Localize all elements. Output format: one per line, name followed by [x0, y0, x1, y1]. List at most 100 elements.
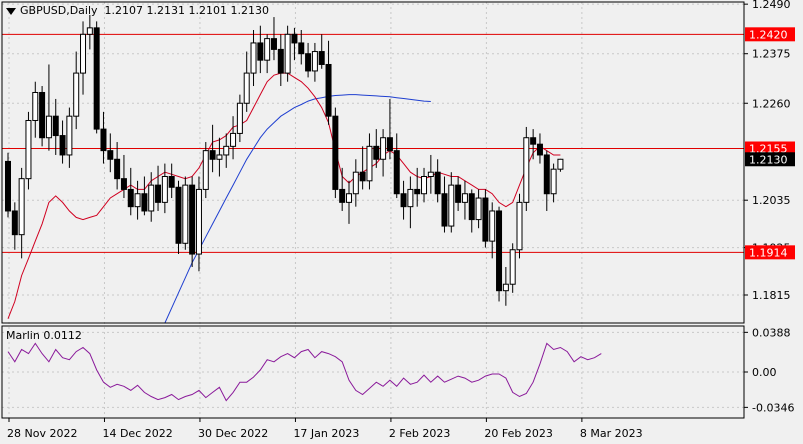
chart-frames — [1, 1, 745, 419]
bull-candle-body — [550, 168, 557, 195]
candle — [59, 120, 66, 164]
candle — [114, 142, 121, 190]
price-tick-label: 1.1815 — [752, 289, 791, 302]
oscillator-line — [7, 342, 602, 402]
bear-candle-body — [482, 197, 489, 242]
candle — [318, 34, 325, 69]
candle — [107, 133, 114, 173]
bull-candle-body — [18, 178, 25, 236]
bull-candle-body — [311, 51, 318, 72]
level-badge — [745, 27, 795, 42]
price-grid — [2, 2, 744, 418]
bear-candle-body — [441, 193, 448, 227]
bear-candle-body — [359, 171, 366, 182]
bear-candle-body — [455, 184, 462, 203]
candle — [182, 176, 189, 250]
bull-candle-body — [250, 42, 257, 74]
bear-candle-body — [305, 53, 312, 72]
bear-candle-body — [257, 42, 264, 61]
candle — [52, 98, 59, 155]
bull-candle-body — [230, 132, 237, 147]
candle — [202, 142, 209, 199]
bear-candle-body — [400, 193, 407, 208]
candle — [189, 176, 196, 267]
candle — [175, 180, 182, 255]
candle — [468, 189, 475, 233]
bear-candle-body — [107, 150, 114, 160]
bull-candle-body — [366, 145, 373, 182]
candle — [543, 150, 550, 211]
bull-candle-body — [461, 193, 468, 203]
candle — [516, 193, 523, 259]
bull-candle-body — [509, 249, 516, 285]
candle — [39, 86, 46, 147]
candle — [243, 51, 250, 112]
candle — [523, 126, 530, 211]
candle — [332, 107, 339, 199]
candle — [393, 133, 400, 199]
bull-candle-body — [523, 137, 530, 203]
price-tick-label: 1.2375 — [752, 48, 791, 61]
bull-candle-body — [557, 158, 564, 170]
time-tick-label: 17 Jan 2023 — [293, 427, 359, 440]
candle — [11, 202, 18, 250]
bull-candle-body — [66, 115, 73, 156]
oscillator-tick-label: 0.0388 — [752, 326, 791, 339]
ohlc-values: 1.2107 1.2131 1.2101 1.2130 — [104, 4, 269, 17]
time-axis: 28 Nov 2022 14 Dec 2022 30 Dec 2022 17 Jan … — [7, 418, 643, 440]
bear-candle-body — [39, 91, 46, 139]
bull-candle-body — [236, 102, 243, 134]
bull-candle-body — [223, 145, 230, 156]
time-tick-label: 2 Feb 2023 — [389, 427, 450, 440]
bear-candle-body — [393, 150, 400, 195]
candle — [414, 167, 421, 207]
bear-candle-body — [5, 160, 11, 212]
bear-candle-body — [468, 193, 475, 221]
bear-candle-body — [318, 51, 325, 65]
bull-candle-body — [352, 171, 359, 195]
bear-candle-body — [325, 63, 332, 117]
fast-ma-line — [7, 72, 561, 319]
candle — [448, 172, 455, 233]
level-badge — [745, 141, 795, 156]
bull-candle-body — [25, 119, 32, 180]
candle — [311, 42, 318, 82]
bull-candle-body — [489, 210, 496, 242]
bear-candle-body — [414, 188, 421, 195]
bear-candle-body — [386, 137, 393, 152]
time-tick-label: 28 Nov 2022 — [7, 427, 77, 440]
bear-candle-body — [291, 33, 298, 44]
bear-candle-body — [543, 154, 550, 195]
candle — [366, 133, 373, 190]
horizontal-levels[interactable] — [2, 33, 744, 253]
bull-candle-body — [134, 193, 141, 208]
candle — [236, 94, 243, 143]
price-tick-label: 1.2260 — [752, 97, 791, 110]
candle — [550, 163, 557, 203]
bear-candle-body — [339, 188, 346, 203]
bear-candle-body — [298, 42, 305, 55]
collapse-triangle-icon[interactable] — [6, 7, 16, 15]
slow-ma-line — [164, 94, 431, 324]
bear-candle-body — [93, 27, 100, 130]
candle — [93, 21, 100, 134]
candle — [489, 202, 496, 259]
candle — [386, 98, 393, 160]
candle — [264, 34, 271, 74]
candle — [475, 189, 482, 229]
price-badges: 1.2420 1.2155 1.1914 1.2130 — [745, 27, 795, 260]
candle — [407, 176, 414, 229]
price-tick-label: 1.2035 — [752, 194, 791, 207]
bear-candle-body — [59, 135, 66, 156]
candle — [291, 27, 298, 61]
bull-candle-body — [202, 150, 209, 190]
candle — [352, 159, 359, 207]
bear-candle-body — [536, 143, 543, 156]
time-tick-label: 8 Mar 2023 — [580, 427, 643, 440]
candle — [530, 129, 537, 160]
bear-candle-body — [100, 128, 107, 152]
candle — [373, 129, 380, 168]
main-pane-frame — [1, 1, 745, 324]
slow-moving-average — [164, 94, 431, 324]
